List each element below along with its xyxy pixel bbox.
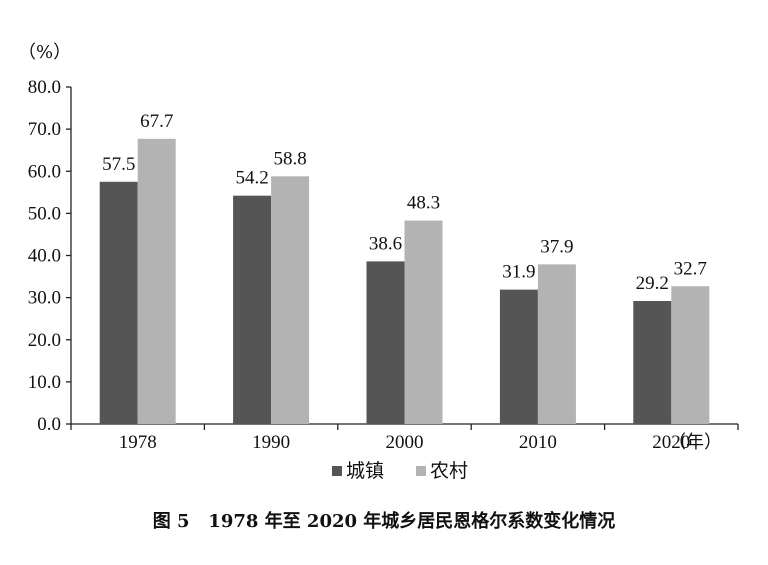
bar-城镇-2020	[633, 300, 672, 424]
bar-农村-1978	[137, 138, 176, 424]
x-tick-label: 1978	[119, 432, 157, 453]
x-tick-label: 2000	[386, 432, 424, 453]
x-tick-label: 2010	[519, 432, 557, 453]
y-tick-label: 70.0	[28, 119, 61, 140]
data-label: 37.9	[540, 236, 573, 257]
data-label: 31.9	[502, 262, 535, 283]
bars	[99, 138, 710, 424]
legend: 城镇 农村	[332, 460, 468, 482]
bar-城镇-1978	[99, 181, 138, 424]
y-axis: 0.0 10.0 20.0 30.0 40.0 50.0 60.0 70.0 80.0	[28, 77, 72, 435]
data-label: 29.2	[636, 273, 669, 294]
y-tick-label: 10.0	[28, 372, 61, 393]
bar-城镇-2000	[366, 261, 405, 424]
bar-城镇-1990	[233, 195, 272, 424]
y-tick-label: 60.0	[28, 161, 61, 182]
bar-农村-2000	[404, 220, 443, 424]
data-label: 58.8	[273, 148, 306, 169]
x-axis: 1978 1990 2000 2010 2020	[70, 423, 739, 453]
data-label: 32.7	[674, 258, 707, 279]
legend-label: 城镇	[346, 460, 384, 482]
bar-农村-2020	[671, 286, 710, 424]
bar-农村-2010	[537, 264, 576, 424]
y-tick-label: 50.0	[28, 203, 61, 224]
bar-城镇-2010	[499, 289, 538, 424]
data-label: 48.3	[407, 193, 440, 214]
y-tick-label: 0.0	[37, 414, 61, 435]
data-label: 38.6	[369, 233, 402, 254]
x-axis-unit-label: （年）	[668, 432, 722, 453]
x-tick-label: 2020	[652, 432, 690, 453]
legend-swatch	[416, 466, 426, 476]
legend-label: 农村	[430, 460, 468, 482]
y-tick-label: 20.0	[28, 330, 61, 351]
x-tick-label: 1990	[252, 432, 290, 453]
legend-swatch	[332, 466, 342, 476]
y-tick-label: 40.0	[28, 246, 61, 267]
data-label: 57.5	[102, 154, 135, 175]
figure-caption: 图 5 1978 年至 2020 年城乡居民恩格尔系数变化情况	[153, 510, 616, 532]
bar-农村-1990	[271, 176, 310, 424]
data-labels: 57.5 54.2 38.6 31.9 29.2 67.7 58.8 48.3 37.9 32.7	[102, 111, 707, 294]
y-axis-unit-label: （%）	[18, 42, 71, 63]
y-tick-label: 30.0	[28, 288, 61, 309]
y-tick-label: 80.0	[28, 77, 61, 98]
data-label: 67.7	[140, 111, 173, 132]
data-label: 54.2	[235, 168, 268, 189]
